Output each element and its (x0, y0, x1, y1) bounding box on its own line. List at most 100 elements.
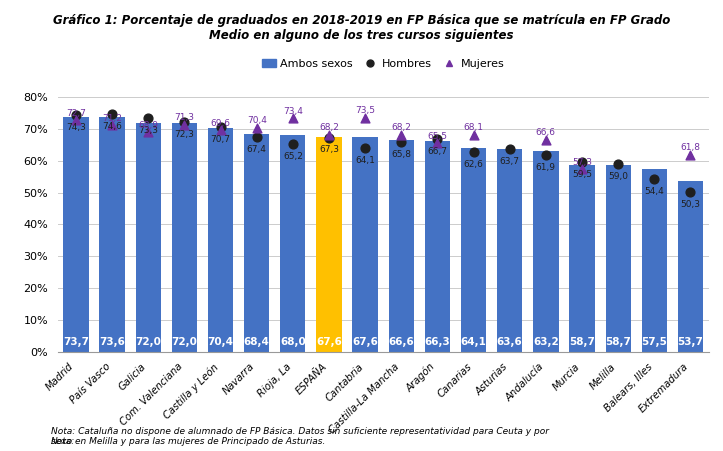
Bar (135, 123, 161, 352)
Bar (461, 148, 486, 352)
Bar (172, 123, 197, 352)
Text: 70,4: 70,4 (247, 116, 267, 125)
Text: 72,0: 72,0 (171, 337, 197, 347)
Text: 67,3: 67,3 (319, 146, 339, 155)
Point (576, 166, 588, 173)
Text: 66,6: 66,6 (388, 337, 414, 347)
Text: 61,9: 61,9 (536, 163, 556, 172)
Text: 74,3: 74,3 (66, 123, 86, 132)
Bar (605, 165, 630, 352)
Point (106, 110, 118, 118)
Text: 61,8: 61,8 (680, 143, 701, 152)
Text: 59,0: 59,0 (608, 172, 628, 181)
Point (142, 129, 154, 136)
Text: 68,0: 68,0 (280, 337, 306, 347)
Point (395, 139, 407, 146)
Text: 72,0: 72,0 (135, 337, 161, 347)
Text: 66,7: 66,7 (427, 147, 448, 156)
Point (359, 144, 371, 152)
Bar (497, 149, 522, 352)
Bar (569, 165, 594, 352)
Text: 64,1: 64,1 (355, 156, 375, 165)
Text: 73,6: 73,6 (99, 337, 125, 347)
Bar (280, 135, 305, 352)
Text: Nota: Cataluña no dispone de alumnado de FP Básica. Datos sin suficiente represe: Nota: Cataluña no dispone de alumnado de… (51, 427, 549, 446)
Text: 68,2: 68,2 (391, 123, 411, 132)
Text: 63,7: 63,7 (500, 157, 520, 166)
Text: 71,3: 71,3 (174, 113, 194, 122)
Text: 68,4: 68,4 (244, 337, 270, 347)
Text: 65,2: 65,2 (283, 152, 303, 161)
Point (106, 121, 118, 129)
Point (649, 175, 660, 182)
Bar (533, 151, 558, 352)
Bar (100, 117, 124, 352)
Text: 68,2: 68,2 (319, 123, 339, 132)
Text: 72,3: 72,3 (174, 129, 194, 138)
Text: 62,6: 62,6 (463, 161, 484, 170)
Point (179, 121, 190, 129)
Text: 71,2: 71,2 (102, 114, 122, 123)
Point (576, 159, 588, 166)
Bar (353, 137, 377, 352)
Text: 70,7: 70,7 (210, 135, 231, 144)
Point (685, 152, 696, 159)
Bar (244, 134, 269, 352)
Text: 72,7: 72,7 (66, 109, 86, 118)
Text: 69,6: 69,6 (210, 119, 231, 128)
Text: 67,6: 67,6 (352, 337, 378, 347)
Text: 53,7: 53,7 (677, 337, 703, 347)
Point (215, 127, 226, 134)
Text: 54,4: 54,4 (644, 187, 664, 196)
Point (359, 114, 371, 121)
Point (685, 188, 696, 195)
Bar (389, 140, 414, 352)
Point (323, 131, 335, 138)
Text: 73,7: 73,7 (63, 337, 89, 347)
Point (251, 124, 262, 131)
Text: 73,5: 73,5 (355, 106, 375, 115)
Point (215, 123, 226, 130)
Bar (424, 141, 450, 352)
Text: 64,1: 64,1 (461, 337, 487, 347)
Bar (316, 137, 341, 352)
Point (287, 141, 299, 148)
Point (540, 136, 552, 143)
Text: 66,6: 66,6 (536, 128, 556, 137)
Text: Gráfico 1: Porcentaje de graduados en 2018-2019 en FP Básica que se matrícula en: Gráfico 1: Porcentaje de graduados en 20… (53, 14, 670, 41)
Text: 68,9: 68,9 (138, 121, 158, 130)
Text: 65,8: 65,8 (391, 150, 411, 159)
Point (179, 118, 190, 125)
Bar (641, 169, 667, 352)
Point (287, 115, 299, 122)
Text: 57,5: 57,5 (641, 337, 667, 347)
Text: 73,4: 73,4 (283, 106, 303, 115)
Text: 67,4: 67,4 (247, 145, 267, 154)
Text: 66,3: 66,3 (424, 337, 450, 347)
Text: 74,6: 74,6 (102, 122, 122, 131)
Text: 73,3: 73,3 (138, 126, 158, 135)
Point (251, 133, 262, 141)
Text: 68,1: 68,1 (463, 124, 484, 133)
Point (323, 134, 335, 141)
Point (612, 161, 624, 168)
Text: 58,7: 58,7 (569, 337, 595, 347)
Text: 50,3: 50,3 (680, 200, 701, 209)
Point (468, 131, 479, 138)
Point (504, 145, 515, 152)
Point (70, 117, 82, 124)
Text: 58,7: 58,7 (605, 337, 631, 347)
Text: 59,5: 59,5 (572, 170, 592, 179)
Point (432, 136, 443, 143)
Point (468, 149, 479, 156)
Text: 63,2: 63,2 (533, 337, 559, 347)
Bar (208, 128, 233, 352)
Point (142, 115, 154, 122)
Text: 65,5: 65,5 (427, 132, 448, 141)
Text: 67,6: 67,6 (316, 337, 342, 347)
Text: 63,6: 63,6 (497, 337, 523, 347)
Point (540, 151, 552, 158)
Point (432, 140, 443, 147)
Text: Nota:: Nota: (51, 437, 75, 446)
Bar (677, 181, 703, 352)
